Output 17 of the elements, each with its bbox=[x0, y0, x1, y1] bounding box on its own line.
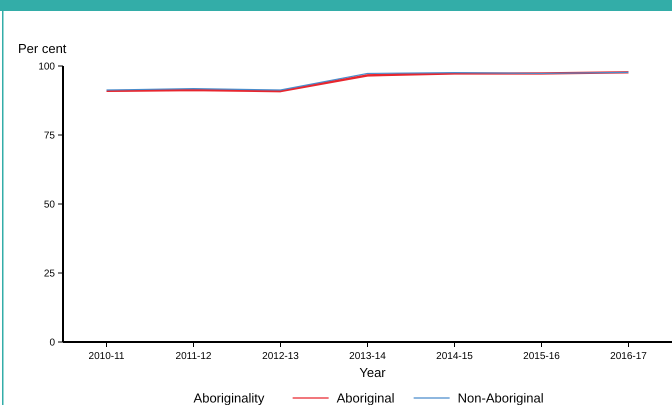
y-tick-label: 100 bbox=[38, 62, 56, 72]
x-tick-label: 2014-15 bbox=[436, 351, 474, 362]
y-tick-label: 25 bbox=[44, 268, 56, 280]
y-tick-label: 50 bbox=[44, 200, 56, 210]
x-tick-label: 2016-17 bbox=[610, 351, 648, 362]
x-axis-title: Year bbox=[359, 365, 386, 380]
x-tick-label: 2013-14 bbox=[349, 351, 386, 362]
y-tick-label: 0 bbox=[49, 338, 56, 348]
y-tick-label: 75 bbox=[44, 130, 56, 142]
x-tick-label: 2012-13 bbox=[262, 351, 300, 362]
legend-label: Aboriginal bbox=[336, 390, 395, 405]
x-tick-label: 2015-16 bbox=[523, 351, 560, 362]
legend-label: Non-Aboriginal bbox=[458, 390, 544, 405]
x-tick-label: 2010-11 bbox=[88, 351, 125, 362]
legend-title: Aboriginality bbox=[194, 390, 265, 405]
y-axis-title: Per cent bbox=[18, 41, 67, 56]
x-tick-label: 2011-12 bbox=[176, 351, 212, 362]
